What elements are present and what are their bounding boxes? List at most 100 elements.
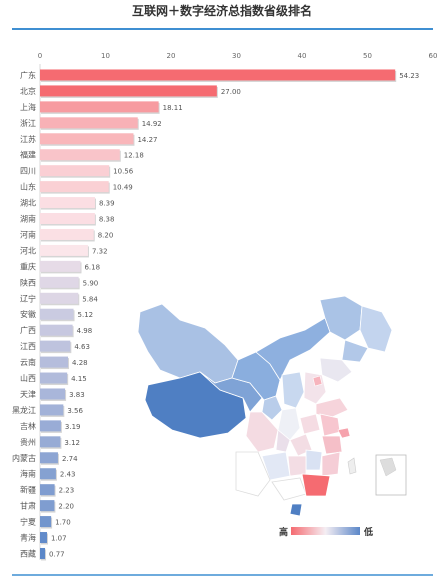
- bar-value-label: 4.28: [72, 359, 88, 367]
- bar-value-label: 14.92: [142, 120, 162, 128]
- category-label: 江西: [20, 342, 36, 351]
- category-label: 广西: [20, 325, 36, 335]
- legend-gradient-bar: [291, 527, 360, 535]
- bar-value-label: 5.84: [82, 295, 98, 303]
- bar: [40, 244, 88, 256]
- bar-value-label: 4.63: [74, 343, 90, 351]
- map-beijing: [312, 375, 323, 387]
- category-label: 河南: [20, 229, 36, 239]
- category-label: 浙江: [20, 118, 36, 128]
- category-label: 青海: [20, 533, 36, 543]
- x-tick-label: 50: [363, 52, 372, 60]
- map-neimenggu: [255, 317, 331, 381]
- category-label: 湖北: [20, 199, 36, 208]
- category-label: 湖南: [20, 214, 36, 224]
- bar-value-label: 8.38: [99, 216, 115, 224]
- bar: [40, 500, 55, 512]
- bar-value-label: 54.23: [399, 72, 419, 80]
- category-label: 四川: [20, 167, 36, 176]
- x-tick-label: 20: [167, 52, 176, 60]
- map-taiwan: [347, 457, 357, 475]
- bar: [40, 165, 110, 177]
- bar-value-label: 8.20: [98, 231, 114, 239]
- x-tick-label: 30: [232, 52, 241, 60]
- bar-value-label: 8.39: [99, 200, 115, 208]
- map-yunnan: [235, 451, 271, 497]
- map-jiangxi: [305, 449, 323, 471]
- bar-value-label: 10.56: [113, 168, 134, 176]
- chart-title: 互联网＋数字经济总指数省级排名: [132, 3, 312, 18]
- color-legend: 高 低: [279, 526, 373, 538]
- category-label: 宁夏: [20, 517, 36, 527]
- bar-value-label: 2.43: [60, 471, 76, 479]
- category-label: 江苏: [20, 134, 36, 144]
- bar: [40, 340, 71, 352]
- bar-value-label: 0.77: [49, 550, 65, 558]
- map-heilongjiang: [319, 295, 363, 341]
- map-xizang: [144, 371, 247, 439]
- bar-value-label: 10.49: [113, 184, 133, 192]
- bar-value-label: 4.15: [71, 375, 87, 383]
- bar: [40, 213, 95, 225]
- bar: [40, 468, 56, 480]
- map-xinjiang: [137, 303, 239, 384]
- bar: [40, 276, 79, 288]
- bar: [40, 372, 68, 384]
- map-sichuan: [245, 411, 279, 453]
- bar: [40, 149, 120, 161]
- category-label: 甘肃: [20, 501, 36, 511]
- bar-value-label: 1.07: [51, 535, 67, 543]
- bar-value-label: 2.23: [59, 487, 75, 495]
- map-guangdong: [301, 473, 331, 497]
- map-hainan: [289, 503, 303, 517]
- category-label: 山东: [20, 182, 36, 192]
- category-label: 河北: [20, 245, 36, 255]
- category-label: 重庆: [20, 261, 36, 271]
- x-axis-ticks: 0 10 20 30 40 50 60: [38, 52, 438, 60]
- category-label: 海南: [20, 469, 36, 479]
- bar: [40, 452, 58, 464]
- bar: [40, 69, 396, 81]
- map-liaoning: [319, 357, 353, 383]
- bar-value-label: 27.00: [221, 88, 241, 96]
- bar-value-label: 18.11: [163, 104, 183, 112]
- bar-value-label: 3.12: [64, 439, 80, 447]
- china-map: [137, 295, 407, 517]
- bar: [40, 85, 217, 97]
- bar: [40, 356, 69, 368]
- map-jiangsu: [319, 413, 341, 437]
- map-heilongjiang-east: [359, 305, 393, 353]
- map-hunan: [287, 455, 307, 477]
- bar: [40, 436, 61, 448]
- category-label: 陕西: [20, 277, 36, 287]
- bar: [40, 228, 94, 240]
- bar-value-label: 3.19: [65, 423, 81, 431]
- category-label: 内蒙古: [12, 453, 36, 463]
- category-label: 天津: [20, 389, 36, 399]
- category-label: 山西: [20, 373, 36, 383]
- map-guizhou: [261, 451, 291, 481]
- category-label: 新疆: [20, 485, 36, 495]
- bar-value-label: 4.98: [77, 327, 93, 335]
- category-label: 福建: [20, 150, 36, 160]
- map-shanxi: [281, 371, 305, 409]
- bar: [40, 516, 52, 528]
- bar-series: 广东 54.23 北京 27.00 上海 18.11 浙江 14.92 江苏 14.27 福建 12.…: [12, 69, 419, 561]
- bar: [40, 324, 73, 336]
- map-inset-islands: [379, 457, 397, 477]
- category-label: 广东: [20, 70, 36, 80]
- category-label: 吉林: [20, 421, 36, 431]
- bar-value-label: 3.56: [67, 407, 83, 415]
- map-henan: [299, 413, 321, 435]
- bar-value-label: 2.20: [58, 503, 74, 511]
- bar: [40, 117, 138, 129]
- category-label: 西藏: [20, 548, 36, 558]
- bar-value-label: 12.18: [124, 152, 144, 160]
- legend-low-label: 低: [363, 526, 373, 538]
- bar: [40, 484, 55, 496]
- bar: [40, 404, 64, 416]
- bar-value-label: 2.74: [62, 455, 78, 463]
- category-label: 辽宁: [20, 293, 36, 303]
- map-guangxi: [271, 477, 307, 501]
